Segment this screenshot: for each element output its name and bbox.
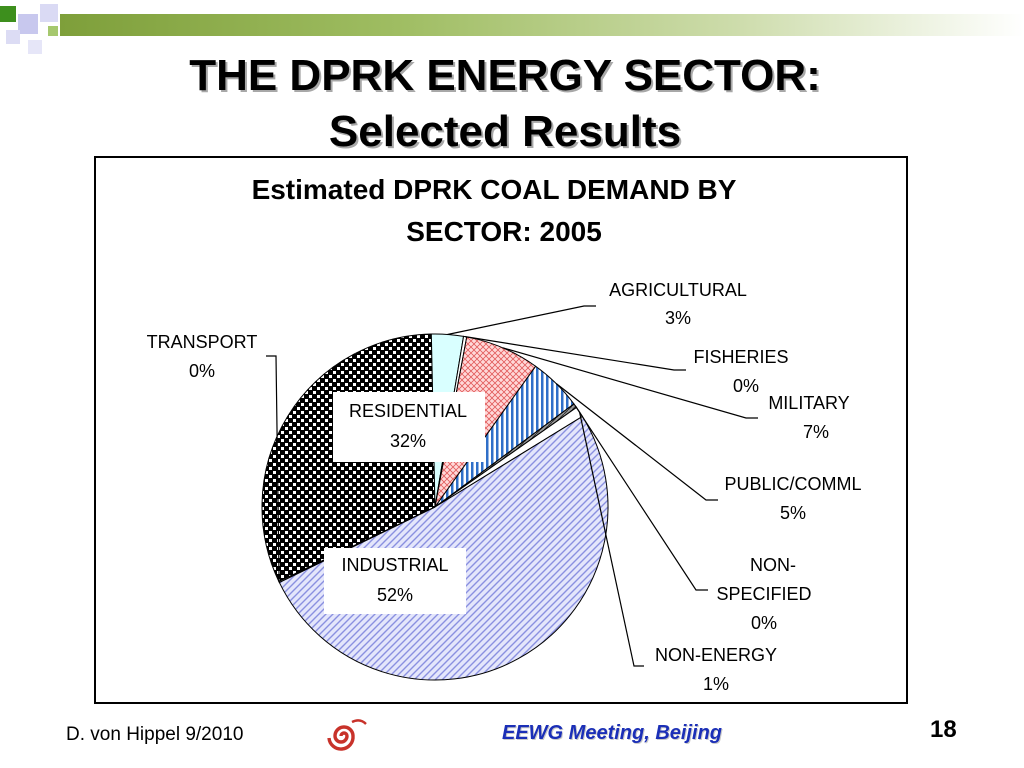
residential-label: RESIDENTIAL [349, 401, 467, 421]
leader-line-fisheries [465, 336, 686, 371]
leader-line-public-comml [555, 383, 718, 501]
public-comml-percent: 5% [780, 503, 806, 523]
non-specified-percent: 0% [751, 613, 777, 633]
industrial-label-box [324, 548, 466, 614]
non-energy-percent: 1% [703, 674, 729, 694]
corner-square-lavender [18, 14, 38, 34]
residential-label-box [333, 392, 485, 462]
transport-label: TRANSPORT [147, 332, 258, 352]
spiral-logo-icon [327, 719, 367, 751]
leader-line-military [502, 347, 758, 419]
pie-chart: Estimated DPRK COAL DEMAND BY SECTOR: 20… [147, 174, 862, 694]
fisheries-percent: 0% [733, 376, 759, 396]
military-percent: 7% [803, 422, 829, 442]
leader-line-agricultural [447, 305, 596, 336]
agricultural-percent: 3% [665, 308, 691, 328]
corner-square-lavender [6, 30, 20, 44]
corner-square-lavender [28, 40, 42, 54]
leader-line-non-energy [578, 411, 644, 667]
non-specified-label-line-2: SPECIFIED [716, 584, 811, 604]
military-label: MILITARY [768, 393, 849, 413]
corner-square-lavender [40, 4, 58, 22]
title-line-1: THE DPRK ENERGY SECTOR: [189, 51, 821, 100]
public-comml-label: PUBLIC/COMML [724, 474, 861, 494]
corner-square-green-light [48, 26, 58, 36]
industrial-label: INDUSTRIAL [341, 555, 448, 575]
leader-line-transport [266, 355, 280, 583]
residential-percent: 32% [390, 431, 426, 451]
title-line-2: Selected Results [328, 107, 682, 156]
leader-line-non-specified [574, 405, 708, 591]
header-gradient-bar [60, 14, 1024, 36]
chart-frame: Estimated DPRK COAL DEMAND BY SECTOR: 20… [94, 156, 908, 704]
transport-percent: 0% [189, 361, 215, 381]
page-title: THE DPRK ENERGY SECTOR: Selected Results [0, 48, 1010, 160]
industrial-percent: 52% [377, 585, 413, 605]
non-energy-label: NON-ENERGY [655, 645, 777, 665]
fisheries-label: FISHERIES [693, 347, 788, 367]
chart-title-line-2: SECTOR: 2005 [406, 216, 602, 247]
page-number: 18 [930, 716, 957, 743]
chart-title-line-1: Estimated DPRK COAL DEMAND BY [252, 174, 737, 205]
corner-square-green [0, 6, 16, 22]
footer-author: D. von Hippel 9/2010 [66, 724, 244, 745]
non-specified-label-line-1: NON- [750, 555, 796, 575]
agricultural-label: AGRICULTURAL [609, 280, 747, 300]
footer-meeting: EEWG Meeting, Beijing [502, 722, 723, 744]
